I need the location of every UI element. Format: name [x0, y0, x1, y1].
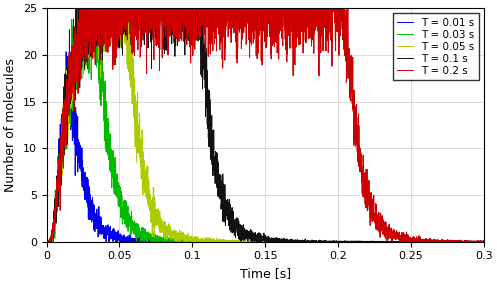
T = 0.2 s — [251, 0, 257, 3]
Y-axis label: Number of molecules: Number of molecules — [4, 58, 17, 192]
Legend: T = 0.01 s, T = 0.03 s, T = 0.05 s, T = 0.1 s, T = 0.2 s: T = 0.01 s, T = 0.03 s, T = 0.05 s, T = … — [393, 13, 479, 80]
T = 0.2 s — [44, 240, 50, 243]
T = 0.03 s — [251, 240, 257, 243]
T = 0.1 s — [228, 209, 234, 212]
T = 0.05 s — [44, 240, 50, 243]
T = 0.01 s — [44, 240, 50, 243]
T = 0.2 s — [446, 240, 452, 243]
T = 0.2 s — [361, 191, 367, 195]
T = 0.2 s — [468, 240, 474, 243]
T = 0.05 s — [361, 240, 367, 243]
T = 0.05 s — [468, 240, 474, 243]
T = 0.01 s — [67, 28, 73, 32]
T = 0.01 s — [228, 240, 234, 243]
T = 0.01 s — [361, 240, 367, 243]
T = 0.1 s — [468, 240, 474, 243]
Line: T = 0.1 s: T = 0.1 s — [47, 0, 484, 242]
T = 0.01 s — [481, 240, 487, 243]
T = 0.05 s — [231, 239, 237, 242]
Line: T = 0.01 s: T = 0.01 s — [47, 30, 484, 242]
T = 0.1 s — [481, 240, 487, 243]
T = 0.05 s — [228, 240, 234, 243]
T = 0.1 s — [251, 237, 257, 240]
T = 0.03 s — [446, 240, 452, 243]
T = 0.03 s — [481, 240, 487, 243]
Line: T = 0.2 s: T = 0.2 s — [47, 0, 484, 242]
T = 0.05 s — [481, 240, 487, 243]
T = 0.01 s — [251, 240, 257, 243]
Line: T = 0.05 s: T = 0.05 s — [47, 0, 484, 242]
T = 0.1 s — [446, 240, 452, 243]
T = 0.03 s — [361, 240, 367, 243]
T = 0.01 s — [468, 240, 474, 243]
T = 0.03 s — [228, 239, 234, 243]
T = 0.03 s — [231, 239, 237, 243]
T = 0.01 s — [446, 240, 452, 243]
Line: T = 0.03 s: T = 0.03 s — [47, 0, 484, 242]
T = 0.1 s — [361, 240, 367, 243]
T = 0.2 s — [481, 240, 487, 243]
T = 0.01 s — [231, 240, 237, 243]
T = 0.1 s — [231, 224, 237, 227]
X-axis label: Time [s]: Time [s] — [240, 267, 291, 280]
T = 0.2 s — [231, 31, 237, 34]
T = 0.03 s — [468, 240, 474, 243]
T = 0.05 s — [251, 239, 257, 243]
T = 0.1 s — [44, 240, 50, 243]
T = 0.2 s — [228, 30, 234, 34]
T = 0.05 s — [446, 240, 452, 243]
T = 0.03 s — [44, 240, 50, 243]
